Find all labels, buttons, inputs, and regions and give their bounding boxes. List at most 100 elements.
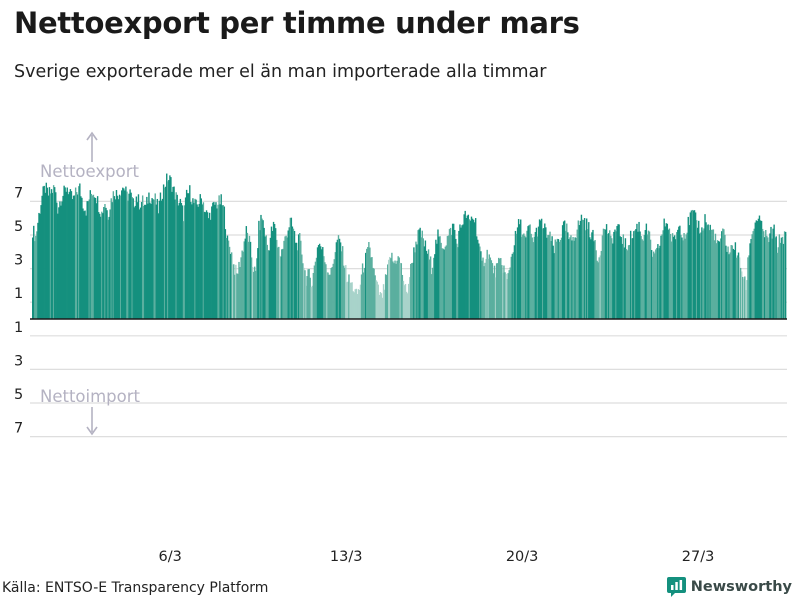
hourly-bar — [221, 205, 223, 319]
hourly-bar — [33, 225, 35, 319]
hourly-bar — [712, 229, 715, 319]
hourly-bar — [412, 262, 414, 319]
hourly-bar — [383, 289, 386, 319]
hourly-bar — [687, 216, 689, 319]
hourly-bar — [96, 196, 99, 319]
hourly-bar — [37, 222, 39, 319]
hourly-bar — [438, 236, 440, 319]
hourly-bar — [105, 207, 107, 319]
hourly-bar — [769, 233, 771, 319]
hourly-bar — [293, 231, 296, 319]
hourly-bar — [263, 227, 265, 319]
hourly-bar — [699, 233, 701, 319]
hourly-bar — [706, 225, 708, 319]
hourly-bar — [605, 224, 608, 319]
hourly-bar — [705, 222, 707, 319]
hourly-bar — [281, 249, 283, 319]
hourly-bar — [454, 229, 456, 319]
hourly-bar — [406, 293, 409, 319]
hourly-bar — [650, 250, 653, 319]
hourly-bar — [414, 252, 416, 319]
hourly-bar — [645, 223, 648, 319]
hourly-bar — [363, 267, 366, 319]
hourly-bar — [633, 231, 635, 319]
hourly-bar — [723, 229, 725, 319]
hourly-bar — [683, 233, 685, 319]
hourly-bar — [755, 220, 758, 319]
hourly-bar — [125, 186, 127, 319]
hourly-bar — [640, 236, 642, 319]
hourly-bar — [112, 191, 115, 319]
hourly-bar — [381, 297, 384, 319]
hourly-bar — [611, 238, 613, 319]
hourly-bar — [756, 221, 759, 319]
hourly-bar — [134, 205, 137, 319]
hourly-bar — [631, 238, 633, 319]
hourly-bar — [549, 231, 551, 319]
y-tick-label: 7 — [14, 421, 23, 437]
hourly-bar — [182, 221, 185, 319]
hourly-bar — [714, 233, 717, 319]
hourly-bar — [303, 267, 305, 319]
hourly-bar — [309, 277, 311, 319]
hourly-bar — [53, 187, 56, 319]
hourly-bar — [563, 220, 566, 319]
hourly-bar — [620, 237, 622, 319]
hourly-bar — [629, 230, 632, 319]
hourly-bar — [780, 237, 783, 319]
hourly-bar — [129, 189, 131, 319]
hourly-bar — [513, 245, 516, 319]
hourly-bar — [407, 283, 410, 319]
hourly-bar — [522, 234, 524, 319]
hourly-bar — [236, 273, 238, 319]
hourly-bar — [695, 220, 698, 319]
hourly-bar — [544, 223, 546, 319]
hourly-bar — [558, 241, 561, 319]
hourly-bar — [679, 225, 681, 319]
hourly-bar — [571, 240, 573, 319]
hourly-bar — [669, 233, 672, 319]
hourly-bar — [437, 229, 439, 319]
hourly-bar — [154, 193, 156, 319]
hourly-bar — [665, 223, 667, 319]
hourly-bar — [267, 250, 270, 319]
hourly-bar — [434, 254, 436, 319]
hourly-bar — [405, 291, 408, 319]
hourly-bar — [565, 230, 567, 319]
hourly-bar — [441, 248, 443, 319]
hourly-bar — [668, 228, 671, 319]
hourly-bar — [360, 274, 363, 319]
hourly-bar — [368, 242, 370, 319]
hourly-bar — [703, 228, 705, 319]
hourly-bar — [660, 235, 662, 319]
hourly-bar — [480, 251, 482, 319]
hourly-bar — [197, 206, 199, 319]
hourly-bar — [184, 197, 187, 319]
hourly-bar — [783, 231, 786, 319]
hourly-bar — [102, 213, 104, 319]
y-tick-label: 3 — [14, 253, 23, 269]
hourly-bar — [193, 202, 195, 319]
hourly-bar — [315, 257, 318, 319]
hourly-bar — [409, 277, 411, 319]
hourly-bar — [583, 218, 586, 319]
hourly-bar — [166, 173, 168, 319]
hourly-bar — [740, 271, 743, 319]
hourly-bar — [200, 198, 202, 319]
hourly-bar — [84, 210, 86, 319]
hourly-bar — [715, 243, 718, 319]
hourly-bar — [708, 230, 710, 319]
import-arrowhead — [86, 426, 98, 436]
hourly-bar — [577, 220, 579, 319]
hourly-bar — [55, 192, 57, 319]
hourly-bar — [47, 195, 50, 319]
hourly-bar — [332, 263, 334, 319]
hourly-bar — [349, 282, 351, 319]
hourly-bar — [682, 240, 684, 319]
hourly-bar — [653, 251, 655, 319]
hourly-bar — [758, 215, 761, 319]
hourly-bar — [325, 264, 327, 319]
hourly-bar — [448, 229, 451, 319]
hourly-bar — [646, 234, 649, 319]
hourly-bar — [310, 287, 312, 319]
